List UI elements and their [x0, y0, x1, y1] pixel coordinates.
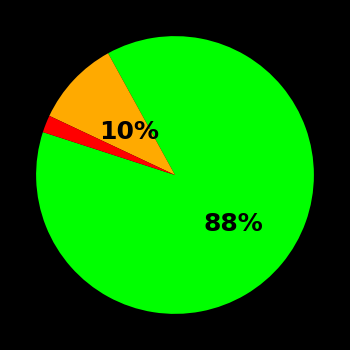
Wedge shape	[49, 53, 175, 175]
Text: 88%: 88%	[204, 212, 264, 236]
Text: 10%: 10%	[99, 120, 160, 144]
Wedge shape	[43, 116, 175, 175]
Wedge shape	[36, 36, 314, 314]
